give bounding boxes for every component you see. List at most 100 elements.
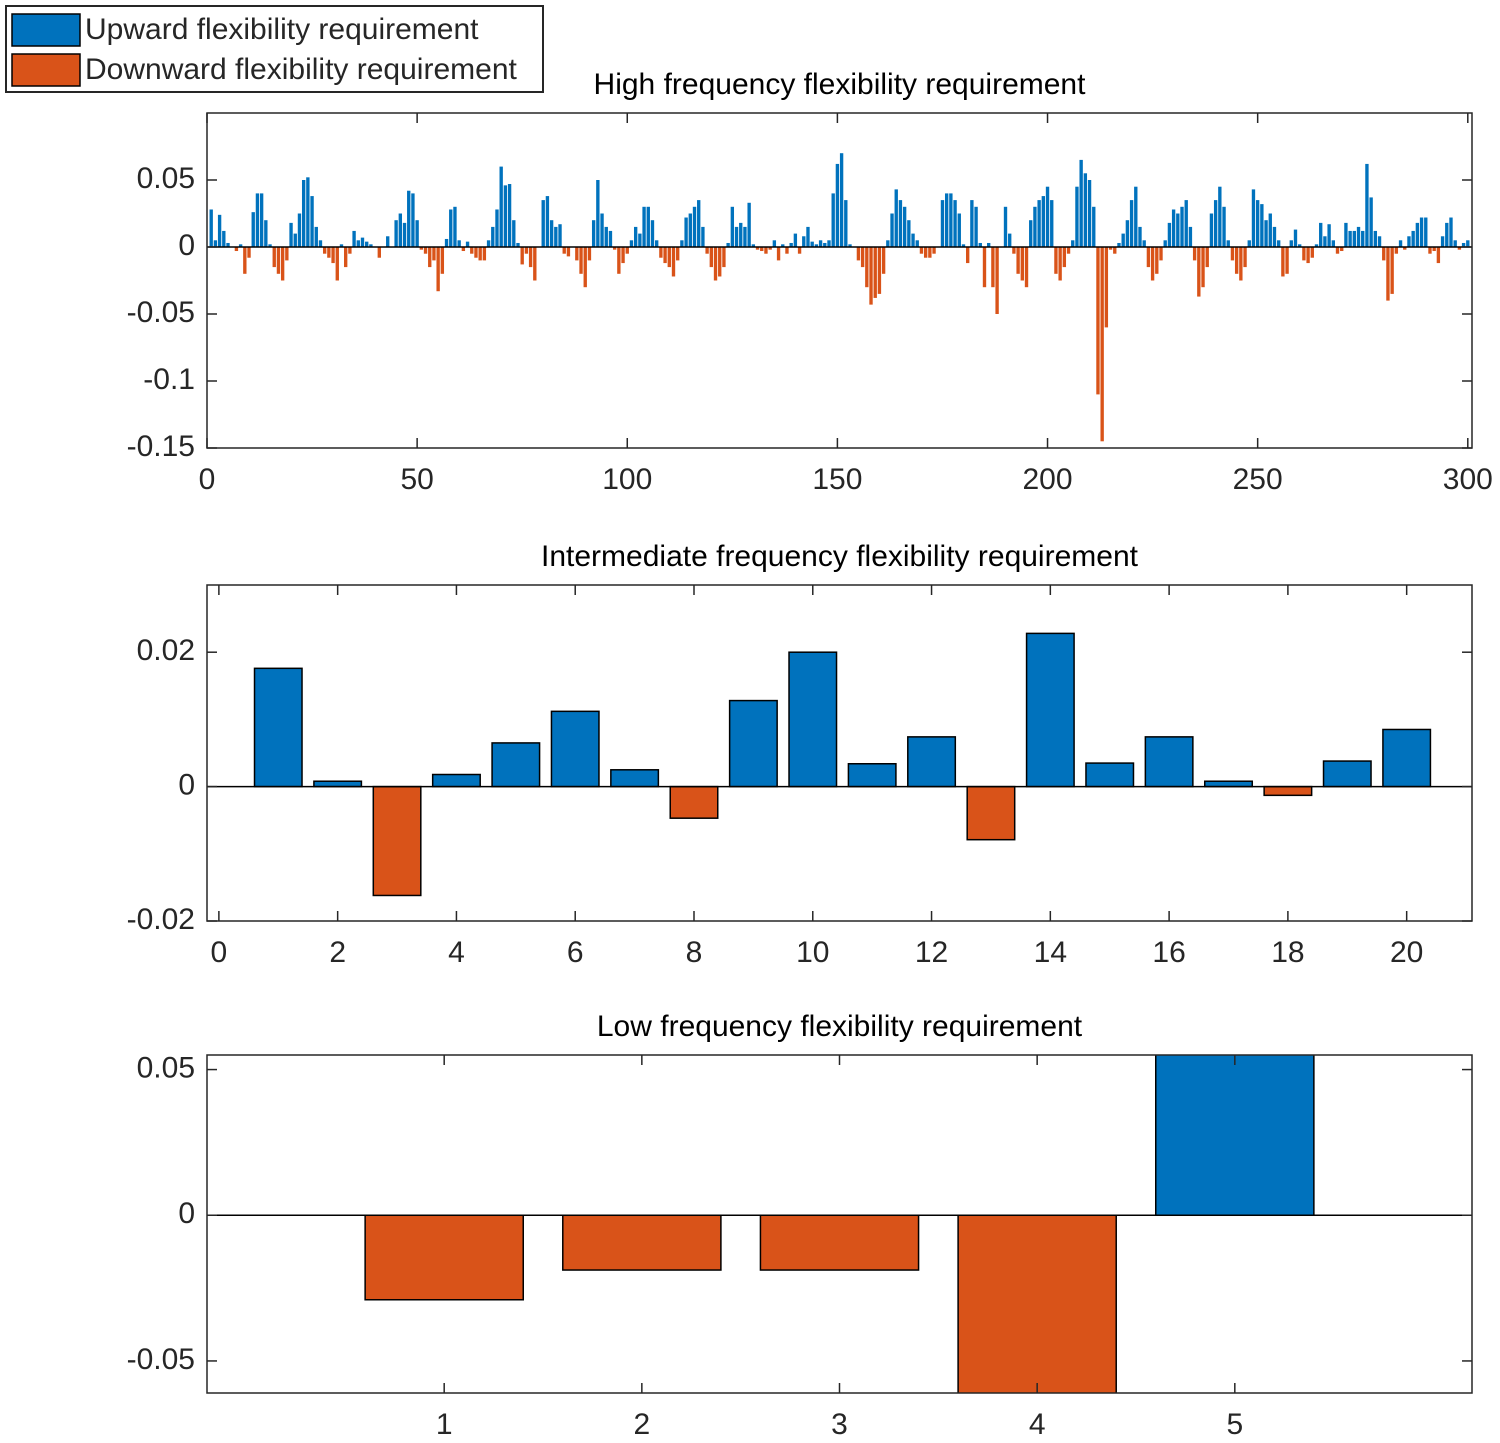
bar: [486, 240, 491, 247]
bar: [419, 247, 424, 250]
bar: [533, 247, 537, 281]
bar: [949, 193, 953, 247]
bar: [1218, 186, 1222, 247]
bar: [1340, 247, 1344, 252]
bar: [313, 780, 363, 788]
bar: [465, 241, 470, 247]
bar: [898, 200, 903, 247]
bar: [1104, 247, 1109, 328]
y-tick-label: -0.05: [127, 296, 195, 329]
bar: [1457, 247, 1462, 250]
x-tick-label: 5: [1226, 1408, 1243, 1441]
bar: [890, 213, 894, 247]
bar: [705, 247, 709, 254]
bar: [339, 244, 344, 247]
bar: [272, 247, 276, 268]
x-tick-label: 12: [915, 936, 948, 969]
bar: [692, 206, 697, 247]
bar: [1466, 240, 1470, 247]
bar: [575, 247, 579, 261]
bar: [1222, 206, 1226, 247]
x-tick-label: 6: [567, 936, 584, 969]
x-tick-label: 0: [211, 936, 228, 969]
bar: [293, 233, 297, 247]
bar: [785, 247, 789, 254]
bar: [1348, 230, 1352, 247]
bar: [436, 247, 440, 292]
bar: [944, 193, 949, 247]
bar: [1424, 217, 1428, 247]
bar: [264, 220, 268, 247]
bar: [701, 226, 705, 247]
bar: [289, 222, 293, 247]
bar: [978, 242, 982, 247]
x-tick-label: 14: [1034, 936, 1067, 969]
bar: [213, 240, 218, 247]
bar: [755, 247, 760, 250]
bar: [247, 247, 251, 258]
bar: [1230, 247, 1235, 261]
bar: [847, 763, 897, 788]
bar: [1298, 244, 1302, 247]
bar: [1033, 206, 1037, 247]
bar: [566, 247, 571, 257]
bar: [1201, 247, 1205, 288]
bar: [1054, 247, 1058, 274]
bar: [360, 237, 365, 247]
bar: [1251, 189, 1256, 247]
bar: [1285, 247, 1289, 274]
bar: [730, 206, 735, 247]
bar: [306, 177, 310, 247]
bar: [285, 247, 289, 261]
bar: [1327, 224, 1331, 247]
y-tick-label: 0: [178, 229, 195, 262]
bar: [1428, 247, 1432, 254]
bar: [1146, 247, 1151, 268]
bar: [1226, 240, 1230, 247]
y-tick-label: -0.02: [127, 903, 195, 936]
bar: [524, 247, 529, 254]
bar: [495, 209, 499, 247]
bar: [238, 244, 243, 247]
bar: [1440, 236, 1445, 247]
bar: [411, 193, 415, 247]
bar: [1323, 236, 1327, 247]
bar: [788, 651, 838, 788]
bar: [474, 247, 478, 258]
bar: [713, 247, 718, 281]
bar: [610, 769, 660, 788]
legend-box: [5, 5, 544, 93]
bar: [663, 247, 667, 264]
bar: [234, 247, 239, 252]
bar: [919, 247, 924, 254]
bar: [314, 226, 318, 247]
bar: [1314, 244, 1319, 247]
bar: [709, 247, 713, 268]
bar: [1255, 200, 1260, 247]
bar: [860, 247, 865, 268]
x-tick-label: 250: [1233, 463, 1283, 496]
bar: [470, 247, 474, 254]
bar: [1205, 247, 1209, 268]
y-tick-label: 0: [178, 769, 195, 802]
bar: [259, 193, 264, 247]
bar: [697, 200, 701, 247]
bar: [1058, 247, 1062, 281]
bar: [352, 230, 356, 247]
bar: [818, 240, 823, 247]
bar: [987, 242, 991, 247]
bar: [1415, 222, 1420, 247]
bar: [1138, 226, 1142, 247]
bar: [1066, 247, 1071, 254]
y-tick-label: 0.05: [137, 1051, 195, 1084]
bar: [1276, 240, 1281, 247]
bar: [251, 212, 255, 247]
y-tick-label: -0.1: [143, 363, 195, 396]
bar: [1436, 247, 1441, 264]
bar: [369, 244, 373, 247]
bar: [348, 247, 352, 254]
axes: High frequency flexibility requirement -0…: [127, 68, 1493, 496]
bar: [1142, 240, 1146, 247]
chart-title: Low frequency flexibility requirement: [597, 1010, 1083, 1043]
